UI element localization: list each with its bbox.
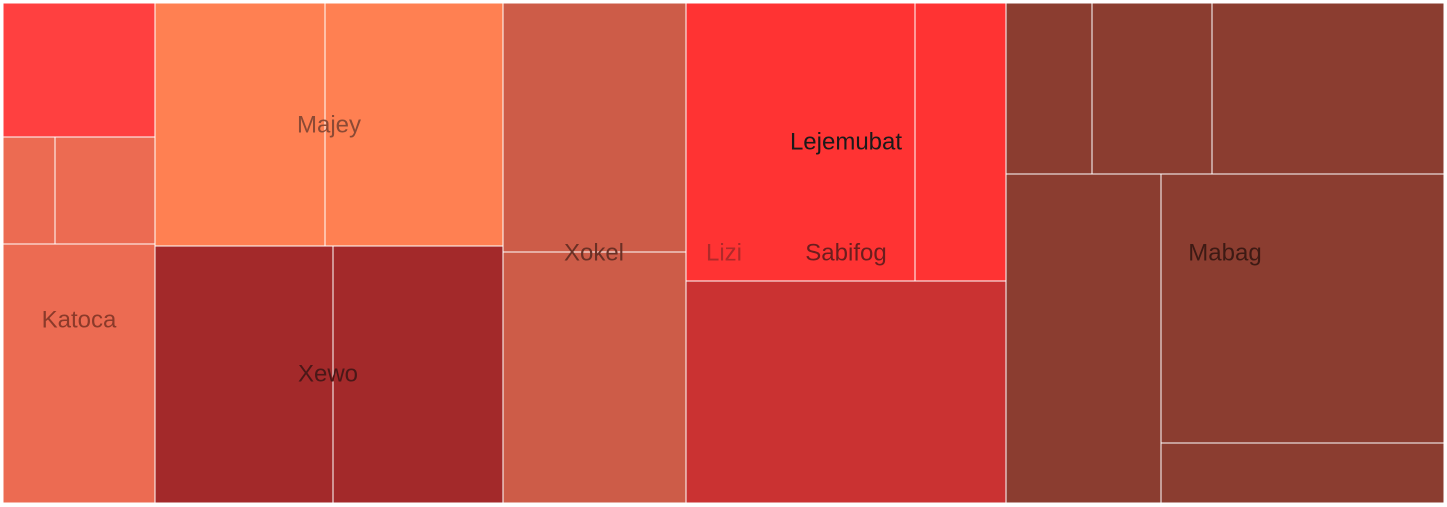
treemap-label-xewo: Xewo [298, 361, 358, 388]
treemap-cell[interactable] [2, 136, 56, 245]
treemap-cell[interactable] [1005, 2, 1093, 175]
treemap-cell[interactable] [1091, 2, 1213, 175]
treemap-group-lizi [685, 280, 1007, 504]
treemap-cell[interactable] [2, 243, 156, 504]
treemap-cell[interactable] [502, 251, 687, 504]
treemap-label-katoca: Katoca [42, 307, 117, 334]
treemap-cell[interactable] [685, 280, 1007, 504]
treemap-label-sabifog: Sabifog [805, 240, 886, 267]
treemap-cell[interactable] [154, 245, 334, 504]
treemap-label-lizi: Lizi [706, 240, 742, 267]
treemap-cell[interactable] [914, 2, 1007, 282]
treemap-label-xokel: Xokel [564, 240, 624, 267]
treemap-group-xokel [502, 2, 687, 504]
treemap-cell[interactable] [54, 136, 156, 245]
treemap-label-majey: Majey [297, 112, 361, 139]
treemap-label-lejemubat: Lejemubat [790, 129, 902, 156]
treemap-group-majey [154, 2, 504, 247]
treemap-label-mabag: Mabag [1188, 240, 1261, 267]
treemap-cell[interactable] [1160, 442, 1445, 504]
treemap-group-mabag [1005, 2, 1445, 504]
treemap-cell[interactable] [1211, 2, 1445, 175]
treemap-group-xewo [154, 245, 504, 504]
treemap-cell[interactable] [324, 2, 504, 247]
treemap-cell[interactable] [685, 2, 916, 282]
treemap-cell[interactable] [332, 245, 504, 504]
treemap-cell[interactable] [1160, 173, 1445, 444]
treemap-cell[interactable] [502, 2, 687, 253]
treemap-group-sabifog [685, 2, 1007, 282]
treemap-cell[interactable] [154, 2, 326, 247]
treemap-cell[interactable] [1005, 173, 1162, 504]
treemap-cell[interactable] [2, 2, 156, 138]
treemap-group-katoca [2, 2, 156, 504]
